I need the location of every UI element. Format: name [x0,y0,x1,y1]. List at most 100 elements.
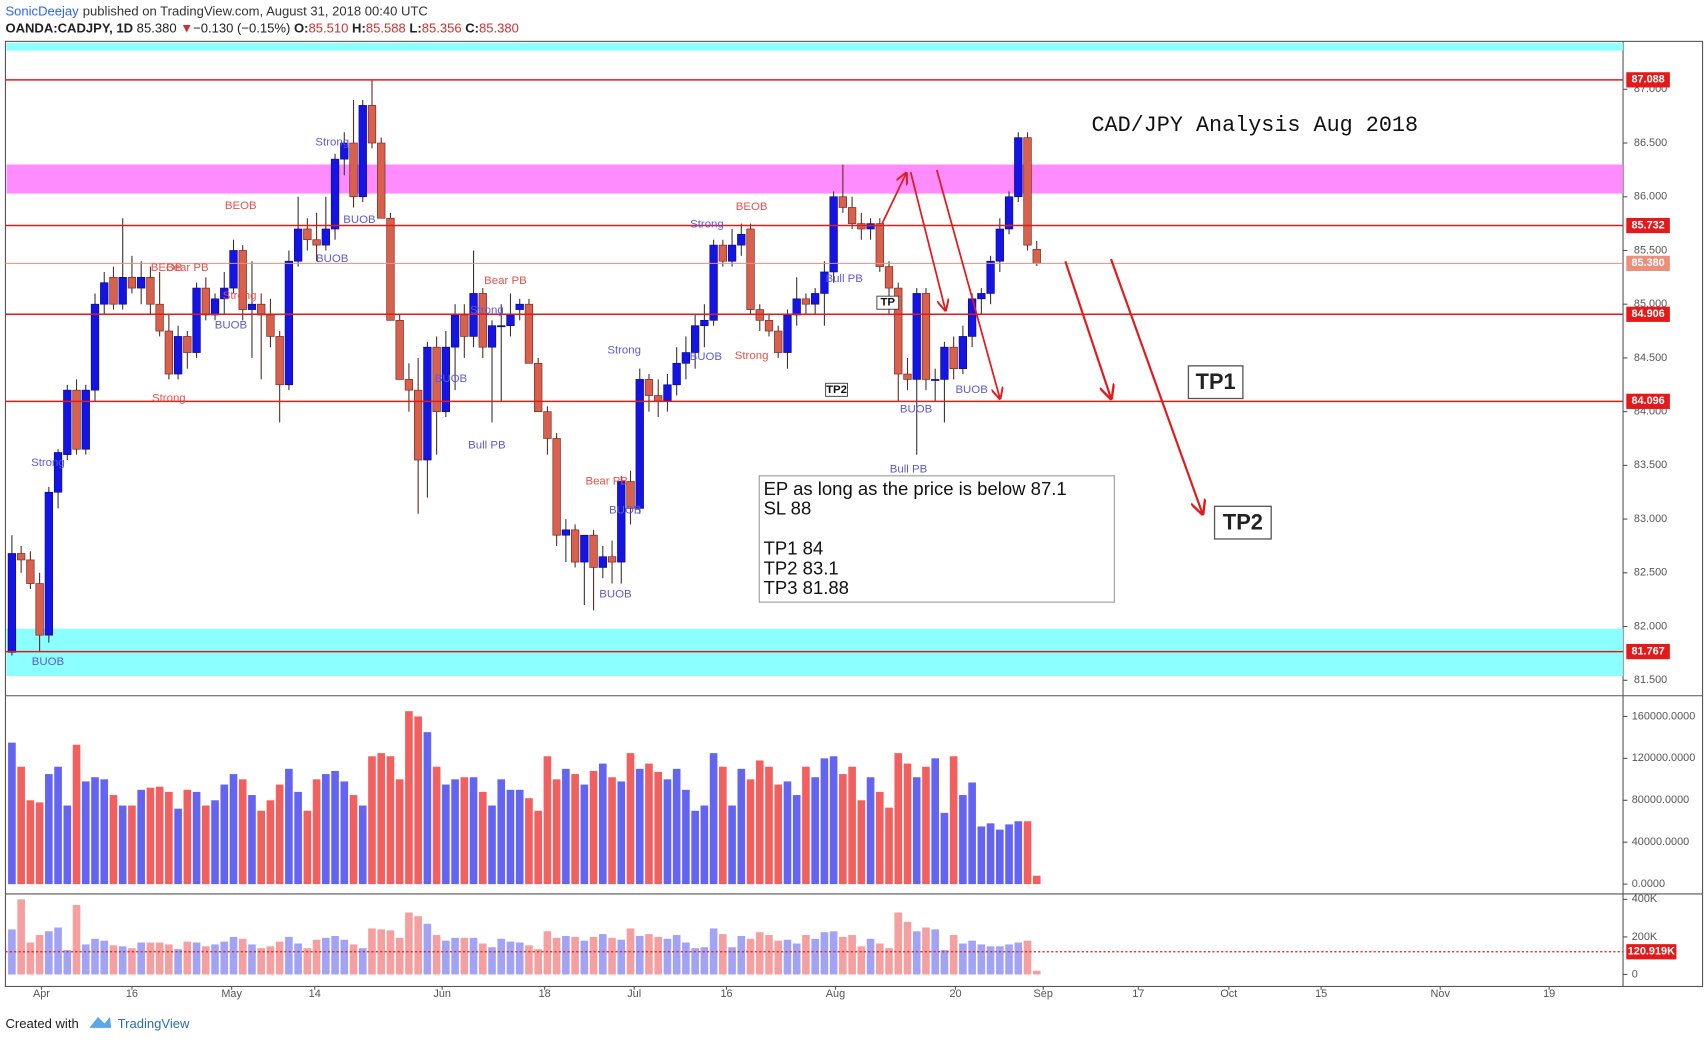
volume-bar [469,777,478,885]
volume-bar [820,758,829,885]
y-tick-label: 82.500 [1634,567,1667,579]
volume-bar [635,935,644,975]
candle-body [607,556,617,563]
note-line: TP2 83.1 [764,557,839,578]
candle-body [367,105,377,144]
volume-bar [894,753,903,885]
zone [6,43,1624,51]
volume-bar [506,941,515,975]
volume-bar [875,943,884,975]
volume-bar [626,753,635,885]
volume-bar [1032,970,1041,975]
candle-body [847,207,857,224]
o-label: O: [294,21,309,36]
signal-label: Strong [31,457,65,469]
c-label: C: [465,21,479,36]
level-tag [1626,643,1670,660]
volume-bar [617,781,626,885]
volume-bar [931,758,940,885]
volume-bar [432,766,441,885]
volume-bar [792,795,801,885]
volume-bar [792,943,801,975]
volume-bar [303,948,312,975]
volume-bar [35,935,44,975]
candle-body [561,529,571,536]
x-tick-label: Sep [1034,988,1053,1000]
candle-body [109,277,118,305]
volume-bar [201,946,210,975]
signal-label: TP [880,297,895,309]
candle-body [81,389,90,450]
volume-bar [755,932,764,975]
note-line: EP as long as the price is below 87.1 [764,478,1067,499]
volume-bar [174,808,182,885]
note-line: SL 88 [764,497,812,518]
volume-bar [26,800,35,885]
volume-bar [959,795,967,885]
volume-bar [663,938,672,975]
volume-bar [109,795,118,885]
x-tick-label: 16 [126,988,138,1000]
volume-bar [765,935,773,975]
volume-bar [802,935,810,975]
x-tick-label: 18 [539,988,551,1000]
x-tick-label: 16 [720,988,732,1000]
volume-bar [266,800,275,885]
volume-bar [275,784,284,885]
signal-label: BUOB [32,656,65,668]
candle-body [450,314,460,348]
level-tag [1626,255,1670,271]
y-tick-label: 84.000 [1634,406,1667,418]
signal-label: BEOB [225,200,257,212]
candle-body [330,158,340,230]
volume-bar [201,805,210,885]
volume-bar [672,768,681,885]
volume-bar [81,944,90,975]
volume-bar [580,784,589,885]
volume-bar [949,935,958,975]
volume-bar [654,771,663,885]
signal-label: Strong [223,290,257,302]
candle-body [487,325,497,348]
volume-bar [700,947,709,975]
signal-label: BUOB [215,320,248,332]
volume-bar [1014,821,1023,885]
candle-body [949,346,958,369]
volume-bar [691,948,699,975]
volume-bar [996,946,1004,975]
signal-label: BUOB [900,403,933,415]
signal-label: Bull PB [890,463,928,475]
author[interactable]: SonicDeejay [5,3,79,18]
volume-bar [608,777,616,885]
volume-bar [1032,875,1041,885]
volume-bar [211,944,219,975]
candle-body [257,303,266,316]
volume-bar [35,802,44,885]
volume-bar [737,768,746,885]
volume-bar [912,931,921,975]
arrows [881,169,1202,514]
candle-body [635,379,644,509]
candle-body [284,260,294,386]
volume-bar [903,921,912,975]
volume-bar [515,789,524,885]
volume-bar [340,939,349,975]
y-tick-label: 160000.0000 [1632,710,1696,722]
volume-bar [460,937,469,975]
l-label: L: [409,21,421,36]
level-tag [1626,217,1670,234]
candle-body [432,346,441,412]
x-tick-label: 14 [309,988,321,1000]
brand[interactable]: TradingView [118,1016,190,1031]
candle-body [921,293,931,380]
candle-body [340,142,349,160]
volume-bar [63,950,72,975]
frame [4,40,1704,988]
candle-body [986,260,995,294]
volume-bar [294,791,302,885]
x-tick-label: May [221,988,242,1000]
candle-body [958,336,968,369]
candle-body [727,244,737,262]
candle-body [414,389,423,461]
